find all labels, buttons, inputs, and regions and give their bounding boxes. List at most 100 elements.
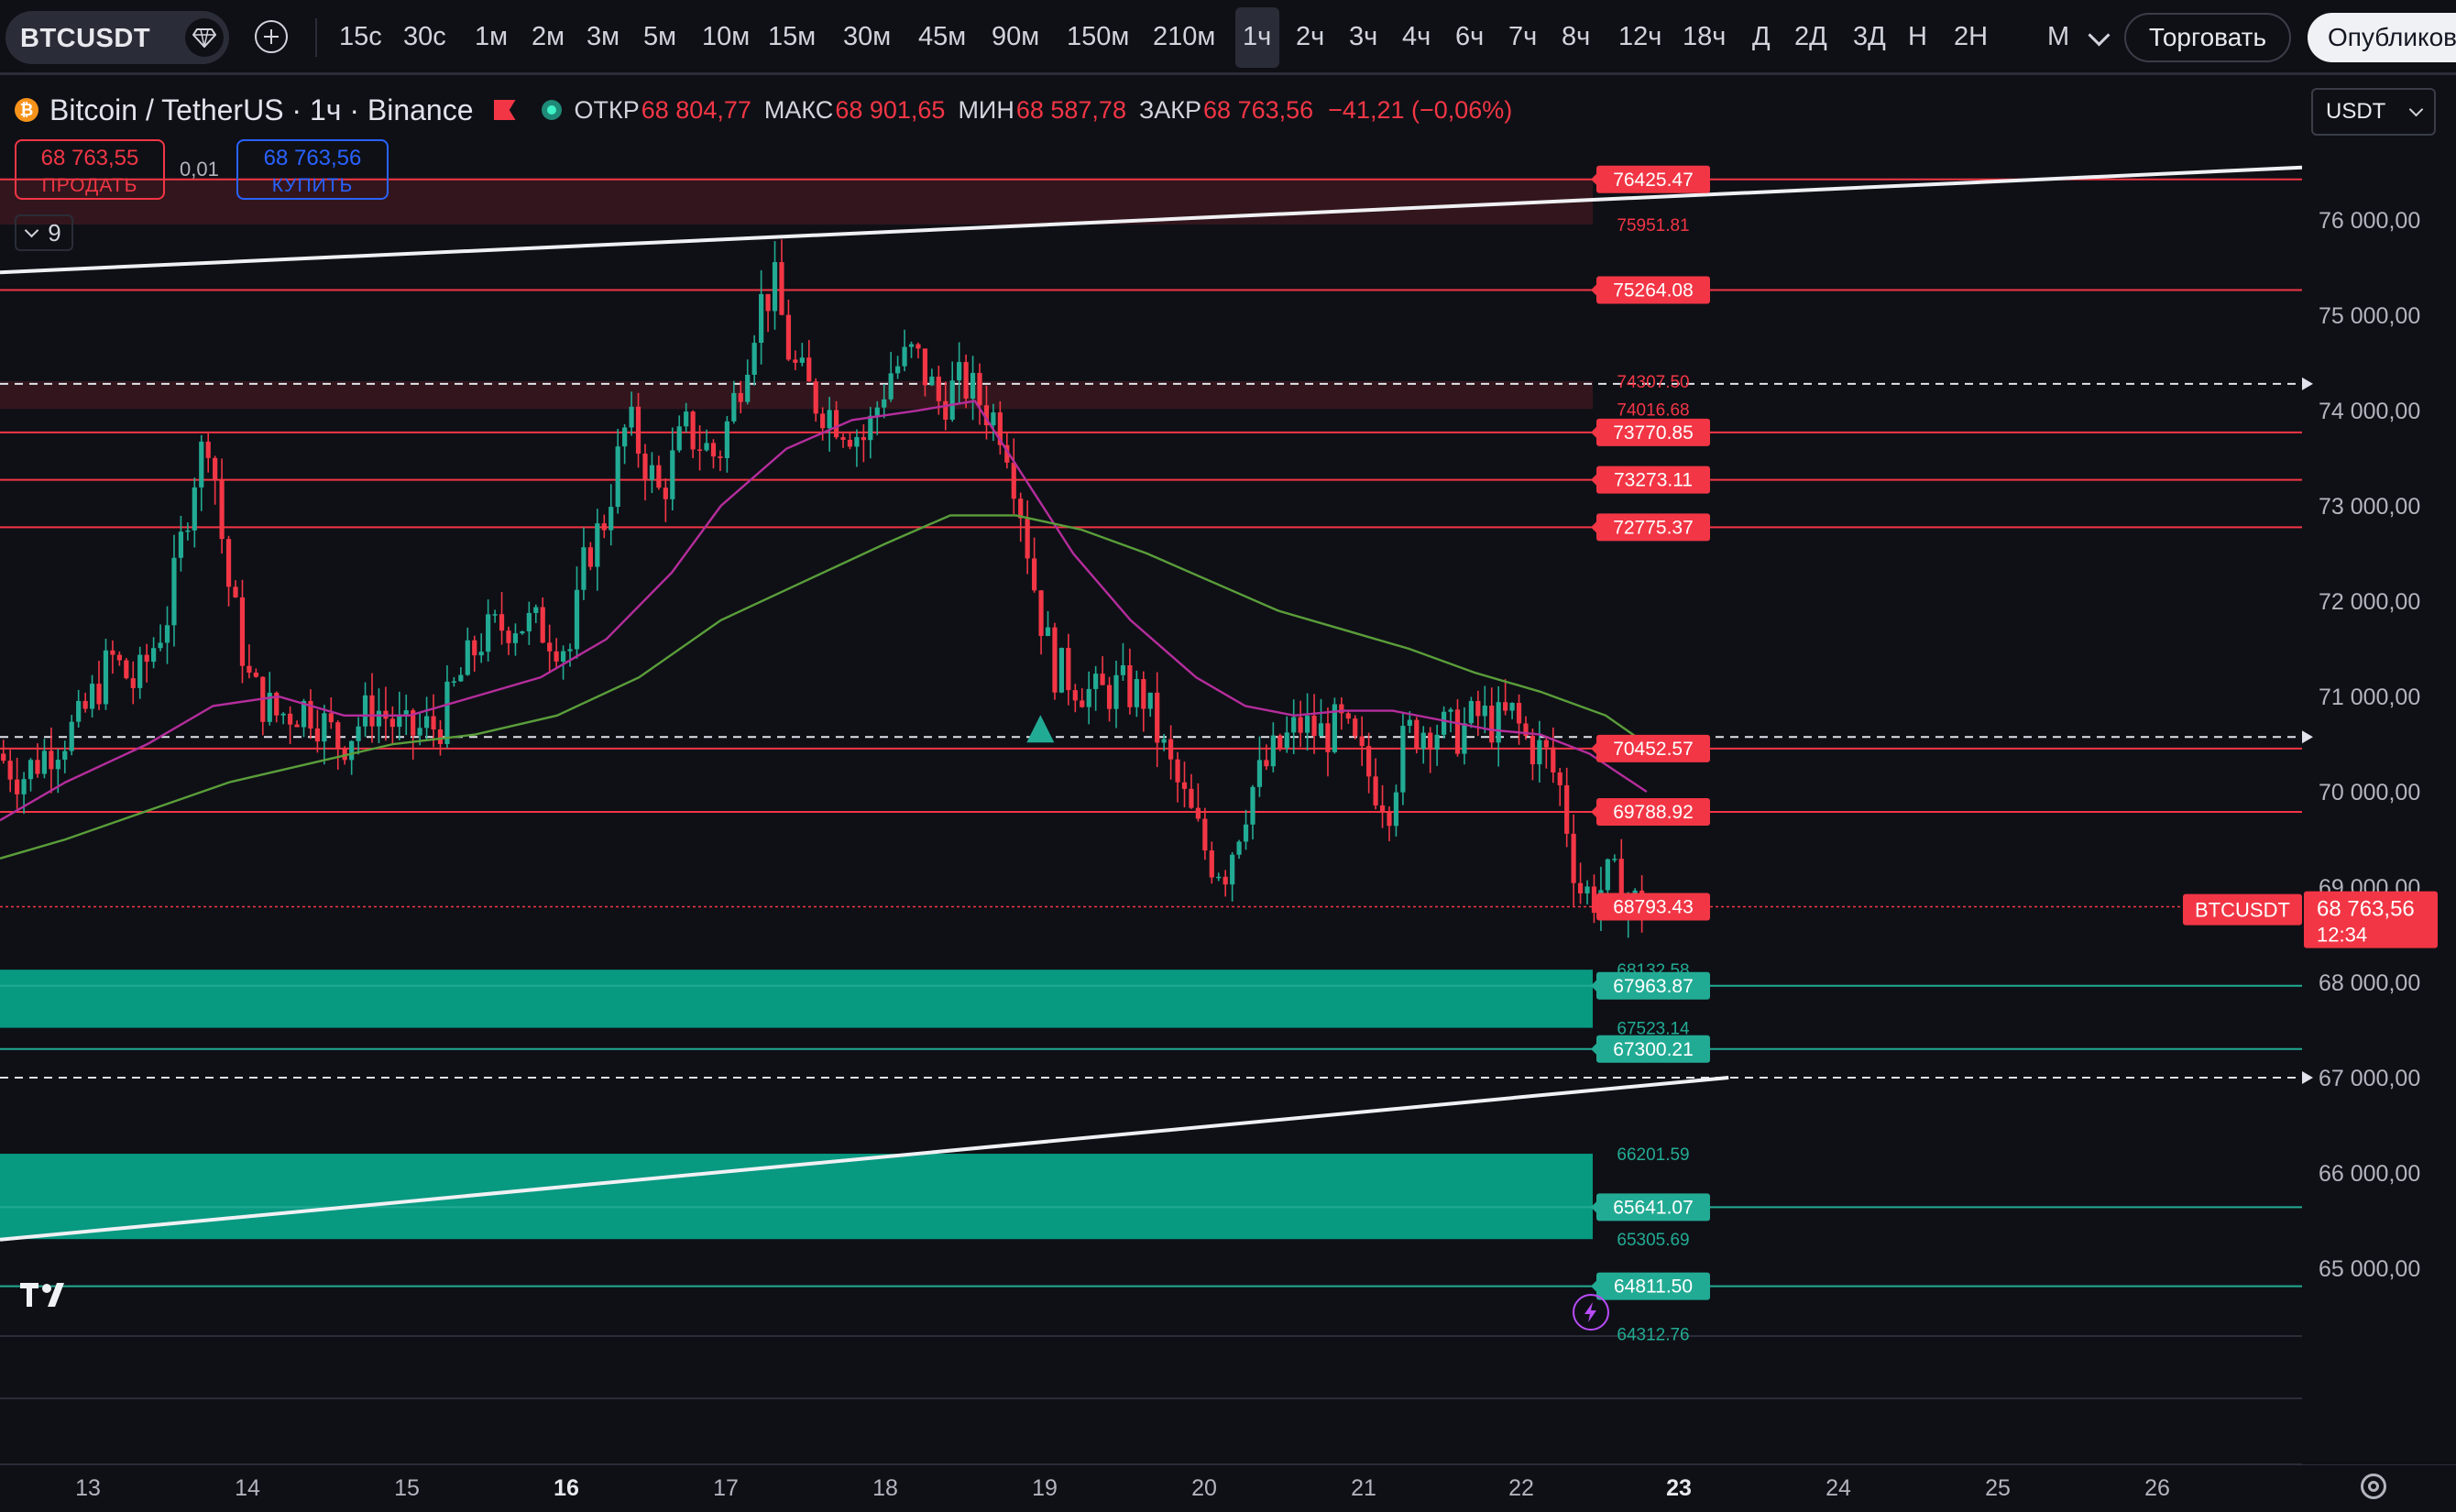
interval-Н[interactable]: Н [1908, 22, 1927, 51]
candle-body [724, 421, 729, 458]
interval-150м[interactable]: 150м [1067, 22, 1130, 51]
zone-edge-label: 68132.58 [1617, 961, 1689, 981]
close-value: 68 763,56 [1203, 95, 1314, 124]
candle-body [765, 293, 771, 312]
buy-button[interactable]: 68 763,56 КУПИТЬ [236, 139, 389, 200]
candle-body [943, 400, 948, 420]
candle-body [362, 695, 368, 727]
candle-body [458, 674, 464, 682]
candle-body [342, 748, 347, 761]
candle-body [1304, 716, 1310, 733]
interval-210м[interactable]: 210м [1153, 22, 1216, 51]
candle-body [1086, 688, 1091, 707]
candle-body [554, 651, 559, 662]
candle-body [656, 465, 662, 488]
candle-body [1141, 679, 1146, 709]
candle-body [902, 346, 907, 367]
candle-body [649, 465, 655, 480]
interval-3Д[interactable]: 3Д [1853, 22, 1886, 51]
interval-2ч[interactable]: 2ч [1296, 22, 1325, 51]
level-label-red: 70452.57 [1591, 734, 1710, 762]
candle-body [806, 357, 812, 382]
interval-1ч[interactable]: 1ч [1243, 22, 1272, 51]
level-label-green-text: 64811.50 [1614, 1276, 1693, 1298]
candle-body [916, 344, 921, 349]
candle-body [178, 531, 184, 558]
candle-body [158, 642, 163, 649]
candle-body [1223, 876, 1228, 885]
candle-body [1591, 886, 1597, 914]
symbol-search-button[interactable]: BTCUSDT [5, 11, 229, 64]
interval-10м[interactable]: 10м [702, 22, 751, 51]
candle-body [130, 678, 136, 688]
currency-select[interactable]: USDT [2311, 88, 2436, 136]
interval-3ч[interactable]: 3ч [1349, 22, 1378, 51]
interval-М[interactable]: М [2047, 22, 2070, 51]
interval-12ч[interactable]: 12ч [1618, 22, 1662, 51]
zones-layer [0, 179, 1593, 1240]
candle-body [512, 633, 519, 643]
supply-zone [0, 179, 1593, 225]
price-tick-label: 72 000,00 [2319, 589, 2420, 615]
indicators-toggle[interactable]: 9 [15, 214, 73, 251]
tradingview-logo-icon[interactable] [18, 1279, 75, 1315]
chevron-down-icon[interactable] [2088, 24, 2111, 47]
interval-6ч[interactable]: 6ч [1455, 22, 1485, 51]
interval-1м[interactable]: 1м [475, 22, 509, 51]
price-tick-label: 66 000,00 [2319, 1161, 2420, 1187]
candle-body [205, 441, 211, 458]
interval-18ч[interactable]: 18ч [1683, 22, 1727, 51]
interval-45м[interactable]: 45м [918, 22, 967, 51]
time-tick-label: 23 [1666, 1475, 1692, 1501]
flag-icon[interactable] [493, 100, 516, 120]
low-label: МИН [958, 95, 1014, 124]
interval-3м[interactable]: 3м [587, 22, 620, 51]
interval-90м[interactable]: 90м [992, 22, 1040, 51]
candle-body [233, 586, 238, 597]
candle-body [239, 597, 246, 666]
interval-5м[interactable]: 5м [643, 22, 677, 51]
market-status-icon[interactable] [541, 100, 562, 120]
candle-body [1441, 711, 1447, 735]
candle-body [684, 411, 689, 427]
candle-body [219, 479, 225, 540]
publish-button[interactable]: Опубликов [2308, 13, 2456, 62]
interval-Д[interactable]: Д [1752, 22, 1771, 51]
candle-body [1106, 685, 1113, 709]
trade-button[interactable]: Торговать [2124, 13, 2291, 62]
sell-button[interactable]: 68 763,55 ПРОДАТЬ [15, 139, 165, 200]
interval-15м[interactable]: 15м [768, 22, 817, 51]
time-tick-label: 26 [2144, 1475, 2170, 1501]
candle-body [314, 729, 321, 742]
level-label-red-text: 73770.85 [1613, 422, 1694, 444]
candle-body [526, 612, 532, 631]
candle-body [1058, 648, 1065, 693]
candle-body [294, 724, 300, 728]
spread-value: 0,01 [180, 158, 219, 181]
lightning-icon[interactable] [1573, 1294, 1609, 1331]
candle-body [472, 640, 477, 656]
sell-label: ПРОДАТЬ [41, 175, 138, 196]
interval-30м[interactable]: 30м [843, 22, 892, 51]
zone-edge-label: 64312.76 [1617, 1325, 1689, 1344]
interval-2м[interactable]: 2м [532, 22, 565, 51]
legend-title[interactable]: Bitcoin / TetherUS · 1ч · Binance [49, 93, 474, 126]
compare-add-icon[interactable] [255, 20, 288, 53]
interval-7ч[interactable]: 7ч [1508, 22, 1538, 51]
interval-2Н[interactable]: 2Н [1954, 22, 1989, 51]
level-label-red-text: 76425.47 [1613, 170, 1694, 191]
price-axis-background [2302, 75, 2456, 1464]
interval-15с[interactable]: 15с [339, 22, 382, 51]
time-tick-label: 19 [1032, 1475, 1058, 1501]
candle-body [253, 672, 258, 677]
settings-gear-icon[interactable] [2361, 1474, 2386, 1499]
candle-body [1325, 723, 1331, 752]
candle-body [397, 714, 402, 728]
interval-30с[interactable]: 30с [403, 22, 446, 51]
interval-8ч[interactable]: 8ч [1562, 22, 1591, 51]
candle-body [1038, 590, 1044, 637]
interval-2Д[interactable]: 2Д [1794, 22, 1827, 51]
currency-value: USDT [2326, 99, 2386, 124]
interval-4ч[interactable]: 4ч [1402, 22, 1431, 51]
